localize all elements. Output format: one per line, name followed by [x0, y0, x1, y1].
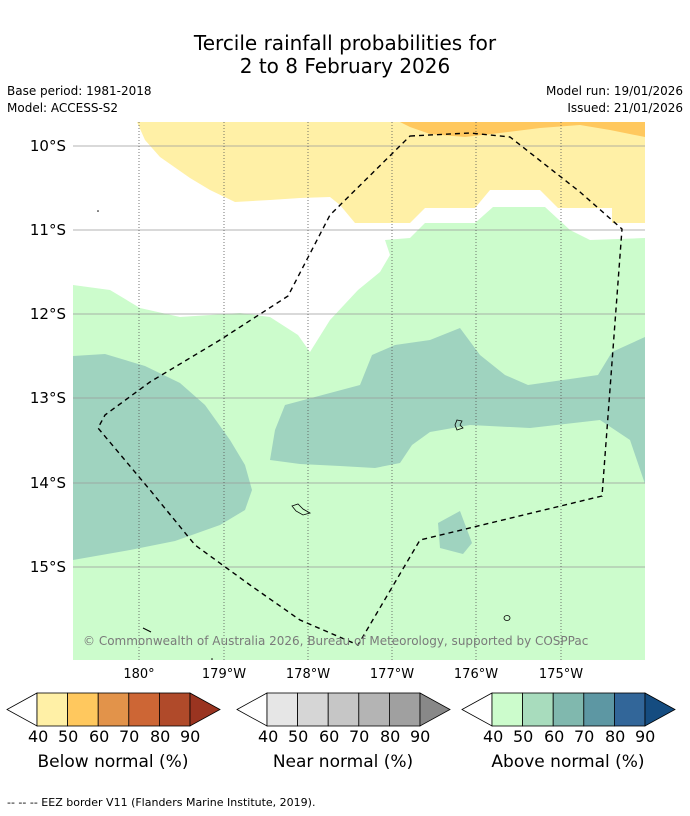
- map-figure: 10°S 11°S 12°S 13°S 14°S 15°S 180° 179°W…: [30, 122, 645, 682]
- meta-right: Model run: 19/01/2026 Issued: 21/01/2026: [546, 83, 683, 117]
- meta-left: Base period: 1981-2018 Model: ACCESS-S2: [7, 83, 152, 117]
- below-normal-50-60-region: [400, 122, 645, 137]
- colorbar-segment: [388, 692, 421, 727]
- lat-label: 12°S: [30, 305, 66, 323]
- tick: 50: [58, 727, 79, 746]
- colorbar-segment: [522, 692, 554, 727]
- colorbar-label-near-normal: Near normal (%): [272, 752, 414, 772]
- lat-label: 15°S: [30, 558, 66, 576]
- above-normal-50-60-region-patch: [438, 511, 472, 554]
- longitude-labels: 180° 179°W 178°W 177°W 176°W 175°W: [123, 667, 583, 682]
- colorbar-arrow-low: [461, 692, 493, 727]
- tick: 70: [119, 727, 140, 746]
- lon-label: 178°W: [286, 667, 330, 682]
- lat-label: 13°S: [30, 389, 66, 407]
- latitude-labels: 10°S 11°S 12°S 13°S 14°S 15°S: [30, 137, 66, 576]
- map-title-line1: Tercile rainfall probabilities for: [193, 31, 497, 55]
- tick: 40: [28, 727, 49, 746]
- colorbar-segment: [266, 692, 299, 727]
- colorbar-segment: [297, 692, 329, 727]
- lat-label: 10°S: [30, 137, 66, 155]
- model-run: Model run: 19/01/2026: [545, 84, 683, 98]
- eez-border: [97, 132, 623, 646]
- tick: 90: [410, 727, 431, 746]
- tick: 40: [483, 727, 504, 746]
- lon-label: 180°: [123, 667, 154, 682]
- issued-date: Issued: 21/01/2026: [567, 101, 683, 115]
- map-plot: [73, 122, 645, 660]
- tick: 60: [544, 727, 565, 746]
- colorbar-arrow-low: [6, 692, 38, 727]
- colorbar-segment: [327, 692, 360, 727]
- colorbar-arrow-low: [236, 692, 268, 727]
- tick: 50: [513, 727, 534, 746]
- colorbar-arrow-high: [644, 692, 676, 727]
- island-outline: [503, 615, 511, 621]
- colorbar-ticks-below-normal: 40 50 60 70 80 90 40 50 60 70 80 90 40 5…: [0, 727, 690, 749]
- tick: 40: [258, 727, 279, 746]
- colorbar-arrow-high: [189, 692, 221, 727]
- lon-label: 175°W: [539, 667, 583, 682]
- above-normal-50-60-region-central: [270, 328, 645, 484]
- colorbar-below-normal: [6, 692, 221, 727]
- tick: 60: [89, 727, 110, 746]
- colorbar-panel: [6, 692, 676, 727]
- tick: 50: [288, 727, 309, 746]
- lon-label: 179°W: [202, 667, 246, 682]
- colorbar-segment: [36, 692, 69, 727]
- tick: 80: [150, 727, 171, 746]
- grid-lines: [73, 122, 645, 660]
- tick: 70: [349, 727, 370, 746]
- colorbar-segment: [97, 692, 130, 727]
- below-normal-40-50-region: [137, 122, 645, 223]
- colorbar-segment: [358, 692, 390, 727]
- tick: 80: [605, 727, 626, 746]
- colorbar-segment: [67, 692, 99, 727]
- map-title-line2: 2 to 8 February 2026: [239, 54, 451, 78]
- base-period: Base period: 1981-2018: [7, 84, 152, 98]
- island-outline: [211, 658, 213, 660]
- lon-label: 176°W: [454, 667, 498, 682]
- colorbar-segment: [613, 692, 646, 727]
- island-outline: [454, 419, 464, 431]
- tick: 60: [319, 727, 340, 746]
- colorbar-segment: [158, 692, 191, 727]
- lon-label: 177°W: [370, 667, 414, 682]
- island-outline: [142, 627, 152, 633]
- colorbar-segment: [552, 692, 585, 727]
- tick: 80: [380, 727, 401, 746]
- tick: 70: [574, 727, 595, 746]
- colorbar-near-normal: [236, 692, 451, 727]
- lat-label: 14°S: [30, 474, 66, 492]
- island-outline: [291, 503, 312, 516]
- tick: 90: [180, 727, 201, 746]
- lat-label: 11°S: [30, 221, 66, 239]
- model-name: Model: ACCESS-S2: [7, 101, 119, 115]
- island-outline: [97, 210, 99, 212]
- colorbar-label-above-normal: Above normal (%): [491, 752, 645, 772]
- colorbar-arrow-high: [419, 692, 451, 727]
- colorbar-segment: [128, 692, 160, 727]
- eez-footer-note: -- -- -- EEZ border V11 (Flanders Marine…: [7, 796, 316, 809]
- colorbar-segment: [491, 692, 524, 727]
- colorbar-segment: [583, 692, 615, 727]
- copyright-text: © Commonwealth of Australia 2026, Bureau…: [83, 634, 588, 648]
- colorbar-above-normal: [461, 692, 676, 727]
- tick: 90: [635, 727, 656, 746]
- colorbar-label-below-normal: Below normal (%): [37, 752, 189, 772]
